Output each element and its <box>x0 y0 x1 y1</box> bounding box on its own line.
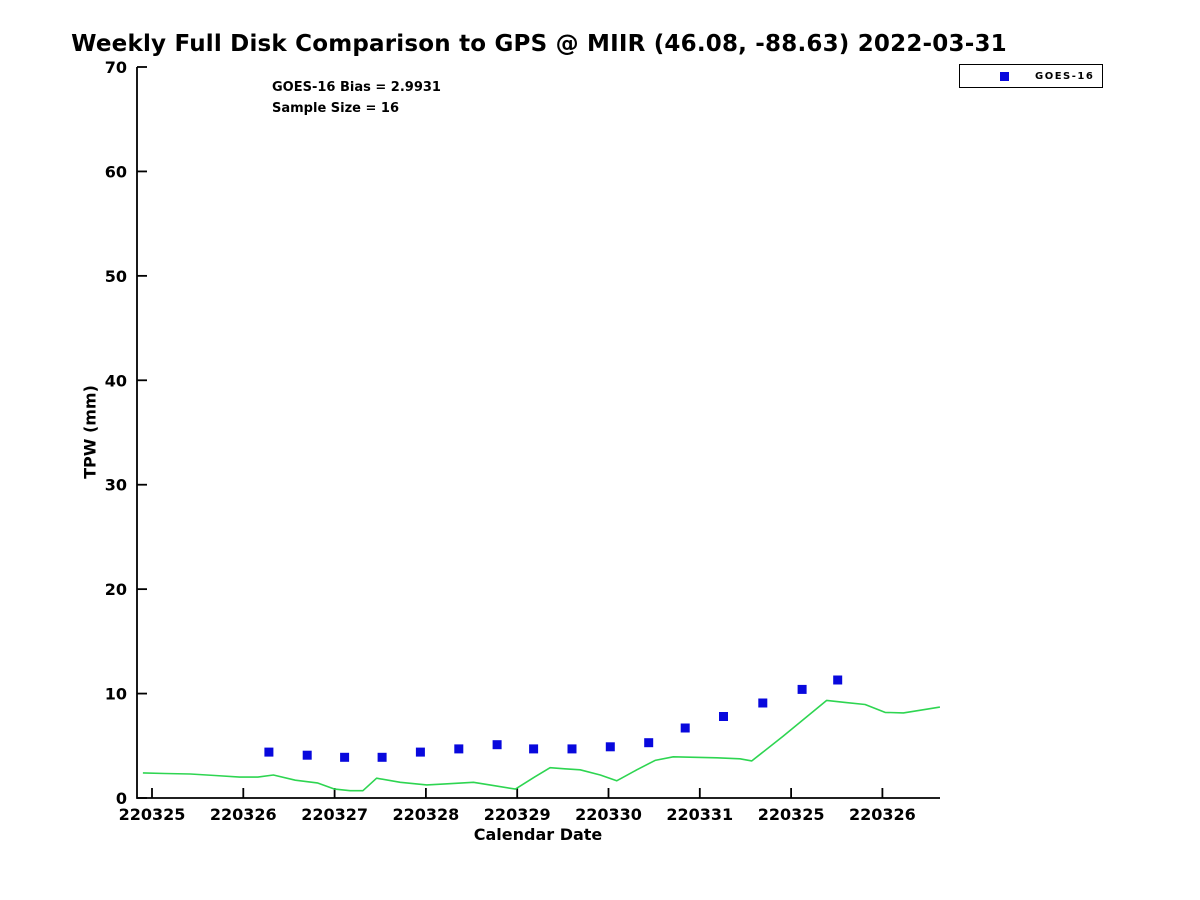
goes16-marker <box>377 752 387 762</box>
goes16-marker <box>567 744 577 754</box>
goes16-marker <box>833 675 843 685</box>
y-tick-label: 20 <box>105 580 127 599</box>
y-tick-label: 50 <box>105 267 127 286</box>
x-tick-label: 220331 <box>666 805 733 824</box>
x-tick-label: 220330 <box>575 805 642 824</box>
axes <box>136 67 940 799</box>
goes16-marker <box>302 750 312 760</box>
goes16-marker <box>797 684 807 694</box>
legend-square-marker-icon <box>1000 71 1009 81</box>
goes16-marker <box>454 744 464 754</box>
goes16-marker <box>680 723 690 733</box>
y-tick-label: 60 <box>105 162 127 181</box>
x-tick-label: 220325 <box>758 805 825 824</box>
legend: GOES-16 <box>959 64 1103 88</box>
x-tick-label: 220329 <box>484 805 551 824</box>
y-tick-label: 0 <box>116 789 127 808</box>
legend-label: GOES-16 <box>1035 70 1095 82</box>
goes16-marker <box>340 752 350 762</box>
goes16-marker <box>492 740 502 750</box>
goes16-marker <box>644 738 654 748</box>
goes16-marker <box>605 742 615 752</box>
goes16-marker <box>264 747 274 757</box>
gps-line <box>142 699 941 792</box>
goes16-marker <box>758 698 768 708</box>
x-tick-label: 220326 <box>849 805 916 824</box>
x-tick-label: 220326 <box>210 805 277 824</box>
sample-size-annotation: Sample Size = 16 <box>272 101 400 116</box>
x-tick-label: 220325 <box>119 805 186 824</box>
y-tick-label: 40 <box>105 371 127 390</box>
goes16-marker <box>719 712 728 721</box>
y-tick-label: 70 <box>105 58 127 77</box>
bias-annotation: GOES-16 Bias = 2.9931 <box>272 80 441 95</box>
y-tick-label: 10 <box>105 685 127 704</box>
chart-title: Weekly Full Disk Comparison to GPS @ MII… <box>71 31 1007 57</box>
y-tick-label: 30 <box>105 476 127 495</box>
x-tick-label: 220327 <box>301 805 368 824</box>
x-axis-label: Calendar Date <box>473 825 603 844</box>
x-tick-label: 220328 <box>393 805 460 824</box>
goes16-marker <box>415 747 425 757</box>
goes16-marker <box>529 744 539 754</box>
